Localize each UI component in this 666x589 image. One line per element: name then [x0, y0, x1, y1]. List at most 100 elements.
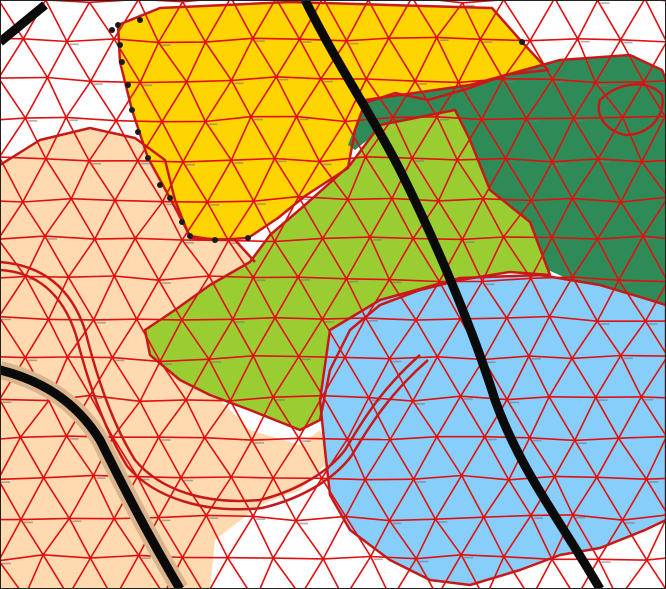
mesh-edge — [344, 356, 390, 360]
mesh-edge — [554, 0, 579, 40]
mesh-edge — [412, 0, 438, 38]
mesh-edge — [504, 118, 528, 159]
mesh-edge — [276, 76, 321, 80]
mesh-edge — [479, 38, 504, 80]
mesh-edge — [596, 476, 647, 480]
mesh-edge — [624, 559, 648, 589]
mesh-edge — [0, 78, 27, 119]
mesh-edge — [323, 555, 371, 560]
mesh-edge — [66, 41, 92, 82]
mesh-edge — [229, 400, 253, 441]
mesh-edge — [597, 519, 624, 560]
node-label-mark — [463, 398, 473, 400]
mesh-edge — [0, 477, 44, 481]
mesh-edge — [43, 474, 94, 479]
mesh-edge — [22, 201, 46, 237]
mesh-edge — [551, 236, 598, 240]
mesh-edge — [112, 400, 141, 438]
mesh-edge — [462, 236, 504, 241]
node-label-mark — [555, 81, 565, 83]
node-label-mark — [209, 517, 219, 519]
mesh-edge — [347, 197, 392, 201]
mesh-edge — [621, 116, 643, 163]
mesh-edge — [530, 38, 578, 42]
mesh-edge — [298, 38, 322, 80]
node-label-mark — [373, 558, 383, 561]
mesh-edge — [618, 279, 647, 322]
mesh-edge — [621, 478, 648, 521]
mesh-edge — [641, 161, 666, 196]
mesh-edge — [158, 275, 210, 281]
mesh-edge — [483, 479, 510, 518]
mesh-edge — [71, 557, 92, 589]
meandering-channel — [0, 260, 421, 503]
mesh-edge — [231, 157, 275, 161]
mesh-edge — [506, 317, 530, 357]
mesh-edge — [530, 277, 551, 317]
mesh-edge — [140, 81, 187, 84]
node-label-mark — [392, 360, 402, 363]
node-label-mark — [24, 521, 33, 524]
boundary-vertex — [117, 42, 123, 48]
node-label-mark — [140, 162, 150, 165]
mesh-edge — [438, 239, 464, 282]
mesh-edge — [461, 198, 484, 240]
mesh-edge — [68, 475, 95, 519]
mesh-edge — [529, 40, 554, 80]
mesh-edge — [551, 198, 574, 238]
mesh-edge — [389, 400, 414, 441]
mesh-edge — [572, 276, 619, 281]
mesh-edge — [620, 39, 666, 43]
node-label-mark — [575, 279, 585, 281]
mesh-edge — [482, 198, 505, 238]
mesh-edge — [45, 117, 67, 160]
mesh-edge — [369, 236, 414, 240]
mesh-edge — [20, 519, 44, 556]
mesh-edge — [0, 316, 26, 359]
light-blue-zone — [320, 275, 666, 585]
mesh-edge — [481, 117, 527, 121]
node-label-mark — [485, 283, 495, 286]
mesh-edge — [368, 397, 391, 440]
mesh-edge — [227, 240, 254, 278]
mesh-edge — [181, 239, 210, 277]
mesh-edge — [396, 558, 417, 589]
mesh-edge — [45, 158, 90, 162]
mesh-edge — [88, 1, 115, 40]
mesh-edge — [640, 357, 666, 398]
mesh-edge — [369, 236, 391, 280]
mesh-edge — [620, 161, 643, 203]
mesh-edge — [136, 279, 160, 320]
mesh-edge — [597, 558, 615, 589]
mesh-edge — [596, 238, 620, 281]
mesh-edge — [597, 158, 622, 203]
mesh-edge — [344, 479, 366, 517]
mesh-edge — [391, 198, 414, 239]
node-label-mark — [600, 323, 610, 325]
peach-zone-boundary — [0, 126, 256, 263]
node-label-mark — [600, 2, 610, 4]
mesh-edge — [113, 275, 138, 320]
mesh-edge — [365, 317, 417, 321]
mesh-edge — [185, 41, 207, 83]
mesh-edge — [273, 158, 300, 198]
node-label-mark — [621, 282, 631, 284]
mesh-edge — [250, 76, 277, 118]
mesh-edge — [596, 476, 624, 521]
mesh-edge — [182, 159, 232, 163]
mesh-edge — [157, 41, 188, 83]
node-label-mark — [140, 478, 150, 481]
mesh-edge — [345, 236, 371, 280]
mesh-edge — [365, 279, 391, 319]
mesh-edge — [0, 235, 45, 240]
node-label-mark — [115, 359, 125, 362]
mesh-edge — [204, 41, 233, 81]
mesh-edge — [114, 200, 136, 239]
mesh-edge — [295, 78, 322, 118]
mesh-edge — [484, 399, 508, 438]
mesh-edge — [367, 0, 390, 39]
mesh-edge — [252, 355, 274, 398]
mesh-edge — [322, 558, 340, 589]
mesh-edge — [297, 161, 321, 198]
boundary-vertex — [109, 27, 115, 33]
